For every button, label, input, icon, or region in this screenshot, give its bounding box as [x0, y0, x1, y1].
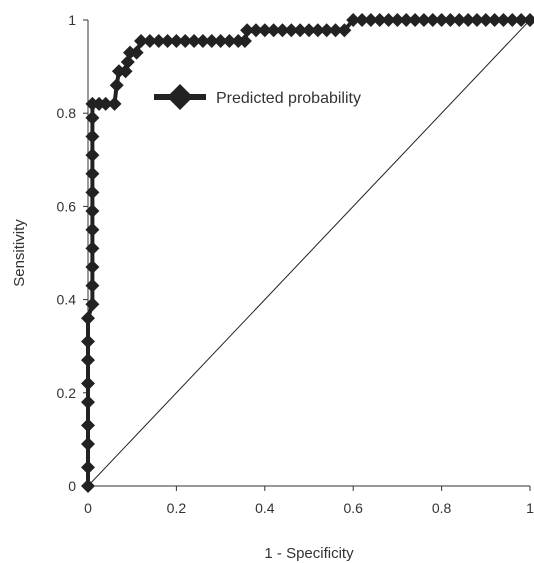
data-point-marker	[222, 33, 237, 48]
data-point-marker	[81, 311, 95, 326]
data-point-marker	[187, 33, 202, 48]
legend: Predicted probability	[154, 84, 361, 110]
data-point-marker	[178, 33, 193, 48]
x-tick-label: 0.6	[343, 500, 363, 516]
reference-diagonal-line	[87, 19, 531, 487]
legend-label: Predicted probability	[216, 90, 361, 107]
y-axis-label: Sensitivity	[11, 219, 28, 287]
data-point-marker	[443, 13, 458, 27]
data-point-marker	[266, 23, 281, 38]
data-point-marker	[337, 23, 352, 38]
data-point-marker	[81, 395, 95, 410]
x-tick-label: 0.8	[432, 500, 452, 516]
data-point-marker	[346, 13, 361, 27]
y-tick-label: 0.6	[57, 198, 77, 214]
data-point-marker	[107, 96, 122, 111]
data-point-marker	[302, 23, 316, 38]
data-point-marker	[416, 13, 431, 27]
data-point-marker	[81, 479, 95, 493]
data-point-marker	[85, 222, 100, 237]
data-point-marker	[240, 23, 255, 38]
data-point-marker	[85, 110, 100, 125]
data-point-marker	[275, 23, 290, 38]
data-point-marker	[85, 241, 100, 256]
y-tick-label: 1	[68, 12, 76, 28]
data-point-marker	[257, 23, 272, 38]
x-tick-label: 0.4	[255, 500, 275, 516]
data-point-marker	[505, 13, 520, 27]
data-point-marker	[195, 33, 210, 48]
data-point-marker	[81, 460, 95, 475]
data-point-marker	[81, 376, 95, 391]
data-point-marker	[118, 64, 133, 79]
series-layer	[81, 13, 534, 493]
data-point-marker	[85, 278, 100, 293]
x-axis-ticks: 0 0.2 0.4 0.6 0.8 1	[84, 486, 534, 516]
y-tick-label: 0	[68, 478, 76, 494]
data-point-marker	[372, 13, 387, 27]
data-point-marker	[81, 437, 95, 452]
legend-diamond-marker	[167, 84, 193, 110]
data-point-marker	[434, 13, 449, 27]
data-point-marker	[160, 33, 175, 48]
data-point-marker	[248, 23, 263, 38]
data-point-marker	[204, 33, 219, 48]
data-point-marker	[310, 23, 325, 38]
y-tick-label: 0.4	[57, 292, 77, 308]
x-tick-label: 1	[526, 500, 534, 516]
data-point-marker	[319, 23, 334, 38]
data-point-marker	[169, 33, 184, 48]
data-point-marker	[390, 13, 405, 27]
x-axis-label: 1 - Specificity	[264, 545, 354, 562]
data-point-marker	[85, 204, 100, 219]
y-axis-ticks: 0 0.2 0.4 0.6 0.8 1	[57, 12, 88, 494]
data-point-marker	[452, 13, 467, 27]
data-point-marker	[120, 54, 135, 69]
data-point-marker	[284, 23, 299, 38]
data-point-marker	[81, 353, 95, 368]
data-point-marker	[85, 259, 100, 274]
y-tick-label: 0.2	[57, 385, 77, 401]
data-point-marker	[487, 13, 502, 27]
data-point-marker	[496, 13, 511, 27]
data-point-marker	[425, 13, 440, 27]
data-point-marker	[408, 13, 423, 27]
plot-area: 0 0.2 0.4 0.6 0.8 1 0 0.2 0.4 0.6 0.8 1	[57, 12, 534, 516]
data-point-marker	[363, 13, 378, 27]
data-point-marker	[85, 297, 100, 312]
data-point-marker	[523, 13, 534, 27]
data-point-marker	[514, 13, 529, 27]
x-tick-label: 0	[84, 500, 92, 516]
data-point-marker	[478, 13, 493, 27]
data-point-marker	[355, 13, 370, 27]
data-point-marker	[237, 33, 252, 48]
data-point-marker	[109, 78, 124, 93]
data-point-marker	[85, 166, 100, 181]
data-point-marker	[399, 13, 414, 27]
data-point-marker	[142, 33, 157, 48]
data-point-marker	[98, 96, 113, 111]
data-point-marker	[85, 148, 100, 163]
x-tick-label: 0.2	[167, 500, 187, 516]
data-point-marker	[81, 334, 95, 349]
data-point-marker	[129, 45, 144, 60]
data-point-marker	[293, 23, 308, 38]
data-point-marker	[328, 23, 343, 38]
data-point-marker	[461, 13, 476, 27]
data-point-marker	[85, 129, 100, 144]
y-tick-label: 0.8	[57, 105, 77, 121]
data-point-marker	[469, 13, 484, 27]
data-point-marker	[151, 33, 166, 48]
data-point-marker	[81, 418, 95, 433]
data-point-marker	[134, 33, 149, 48]
data-point-marker	[85, 185, 100, 200]
data-point-marker	[381, 13, 396, 27]
data-point-marker	[213, 33, 228, 48]
